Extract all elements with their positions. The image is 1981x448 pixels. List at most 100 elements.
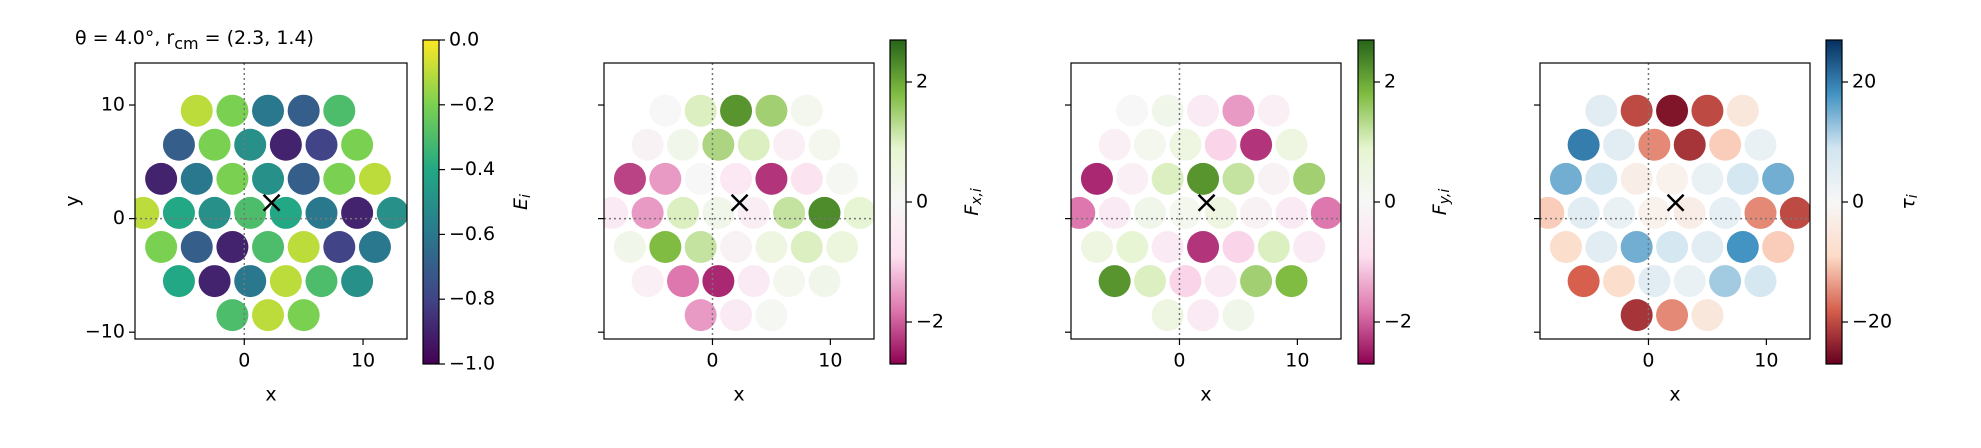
point bbox=[1098, 196, 1131, 229]
point bbox=[1709, 128, 1742, 161]
point bbox=[1620, 299, 1653, 332]
point bbox=[287, 162, 320, 195]
point bbox=[1549, 231, 1582, 263]
point bbox=[305, 128, 338, 161]
point bbox=[1240, 265, 1273, 298]
point bbox=[1638, 265, 1671, 298]
point bbox=[358, 162, 391, 195]
point bbox=[376, 196, 407, 229]
point bbox=[1151, 162, 1184, 195]
point bbox=[1187, 231, 1220, 263]
point bbox=[631, 265, 664, 298]
colorbar-tick-label: −0.6 bbox=[449, 223, 495, 245]
colorbar-tick-label: 2 bbox=[916, 71, 928, 93]
point bbox=[1673, 196, 1706, 229]
point bbox=[1151, 231, 1184, 263]
point bbox=[162, 196, 195, 229]
point bbox=[649, 231, 682, 263]
point bbox=[1585, 231, 1618, 263]
colorbar-tick-label: −0.4 bbox=[449, 158, 495, 180]
point bbox=[1204, 265, 1237, 298]
point bbox=[287, 94, 320, 127]
point bbox=[720, 162, 753, 195]
point bbox=[1240, 128, 1273, 161]
point bbox=[1709, 265, 1742, 298]
colorbar bbox=[1825, 39, 1843, 365]
point bbox=[1257, 162, 1290, 195]
colorbar-label: Ei bbox=[510, 194, 535, 210]
center-marker bbox=[1666, 193, 1685, 212]
point bbox=[341, 265, 374, 298]
point bbox=[252, 231, 285, 263]
point bbox=[1116, 231, 1149, 263]
point bbox=[808, 265, 841, 298]
x-tick-label: 0 bbox=[1642, 350, 1654, 372]
point bbox=[1169, 196, 1202, 229]
point bbox=[1691, 94, 1724, 127]
colorbar-label-part: i bbox=[518, 194, 534, 198]
center-marker bbox=[262, 193, 281, 212]
colorbar-tick-label: −0.2 bbox=[449, 93, 495, 115]
colorbar-label-part: i bbox=[1905, 194, 1921, 198]
axes-frame bbox=[1070, 62, 1342, 340]
point bbox=[234, 265, 267, 298]
point bbox=[613, 162, 646, 195]
point bbox=[1762, 162, 1795, 195]
point bbox=[1257, 231, 1290, 263]
point bbox=[1133, 265, 1166, 298]
plot-area bbox=[604, 94, 874, 332]
point bbox=[1762, 231, 1795, 263]
point bbox=[1620, 94, 1653, 127]
point bbox=[1310, 196, 1341, 229]
point bbox=[1656, 299, 1689, 332]
point bbox=[1656, 231, 1689, 263]
point bbox=[1673, 265, 1706, 298]
point bbox=[1620, 231, 1653, 263]
point bbox=[305, 265, 338, 298]
point bbox=[135, 196, 160, 229]
point bbox=[162, 265, 195, 298]
point bbox=[198, 265, 231, 298]
title-part: θ = 4.0°, r bbox=[75, 27, 174, 49]
colorbar-tick-label: 0.0 bbox=[449, 29, 479, 51]
axes-frame bbox=[134, 62, 408, 340]
chart-title: θ = 4.0°, rcm = (2.3, 1.4) bbox=[75, 27, 314, 53]
y-tick-label: −10 bbox=[85, 321, 125, 343]
point bbox=[1133, 196, 1166, 229]
point bbox=[323, 94, 356, 127]
axes-frame bbox=[1539, 62, 1811, 340]
point bbox=[1656, 162, 1689, 195]
point bbox=[755, 162, 788, 195]
point bbox=[1187, 299, 1220, 332]
point bbox=[1098, 128, 1131, 161]
point bbox=[790, 162, 823, 195]
point bbox=[305, 196, 338, 229]
point bbox=[808, 128, 841, 161]
axes-frame bbox=[603, 62, 875, 340]
point bbox=[773, 196, 806, 229]
colorbar-label: Fy,i bbox=[1429, 189, 1454, 216]
point bbox=[1602, 196, 1635, 229]
x-axis-label: x bbox=[1200, 384, 1211, 406]
point bbox=[755, 231, 788, 263]
colorbar-label-part: y,i bbox=[1437, 189, 1453, 206]
y-tick-label: 0 bbox=[113, 207, 125, 229]
point bbox=[1638, 196, 1671, 229]
point bbox=[1080, 231, 1113, 263]
colorbar bbox=[1357, 39, 1375, 365]
point bbox=[162, 128, 195, 161]
x-tick-label: 10 bbox=[1285, 350, 1309, 372]
colorbar-tick-label: −2 bbox=[1384, 311, 1412, 333]
point bbox=[341, 128, 374, 161]
point bbox=[702, 265, 735, 298]
point bbox=[1275, 265, 1308, 298]
point bbox=[755, 299, 788, 332]
point bbox=[684, 299, 717, 332]
point bbox=[358, 231, 391, 263]
point bbox=[287, 299, 320, 332]
x-tick-label: 0 bbox=[706, 350, 718, 372]
point bbox=[1691, 299, 1724, 332]
point bbox=[631, 196, 664, 229]
point bbox=[1726, 94, 1759, 127]
